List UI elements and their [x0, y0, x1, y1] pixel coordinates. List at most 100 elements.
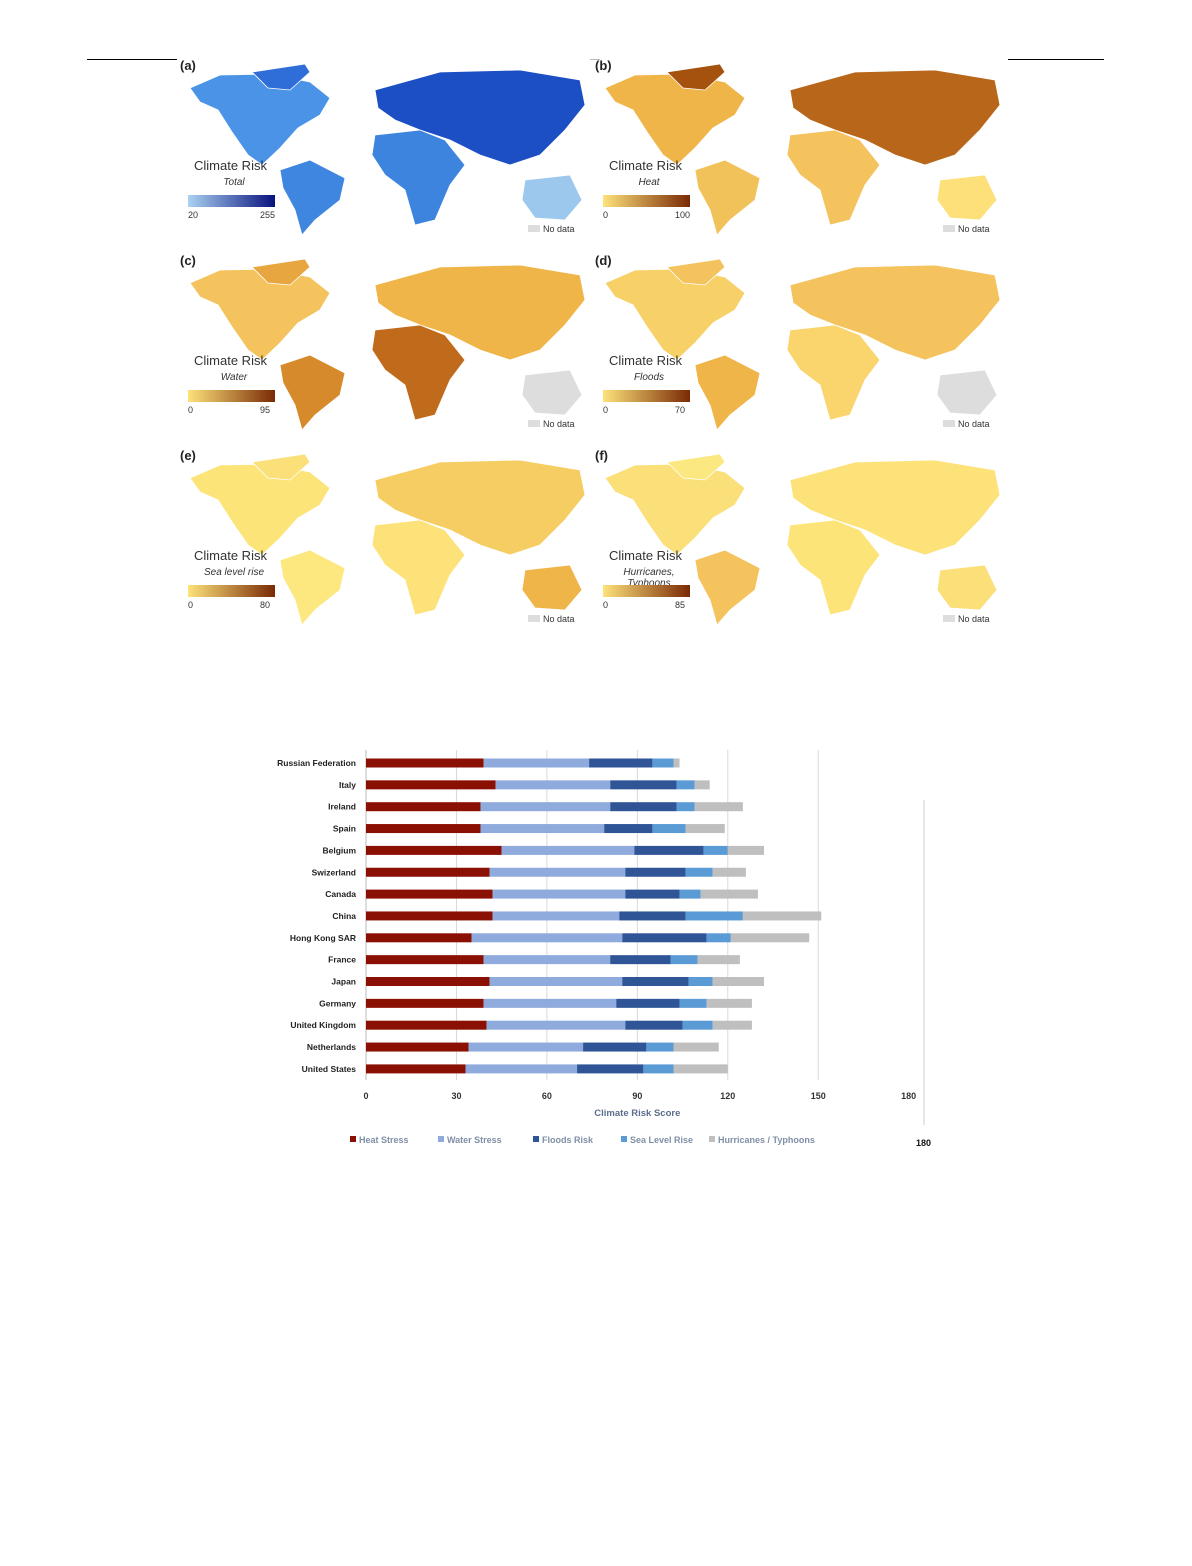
- bar-segment-water-stress: [483, 758, 590, 768]
- bar-segment-floods-risk: [625, 889, 680, 899]
- bar-segment-heat-stress: [366, 977, 490, 986]
- bar-segment-hurricanes-typhoons: [712, 867, 746, 877]
- legend-min: 0: [188, 600, 194, 610]
- category-label: Russian Federation: [277, 758, 356, 768]
- bar-segment-water-stress: [495, 780, 611, 790]
- panel-label: (f): [595, 448, 608, 463]
- world-map: [604, 258, 1001, 431]
- bar-segment-heat-stress: [366, 780, 496, 790]
- bar-segment-floods-risk: [577, 1064, 644, 1074]
- continent-region: [789, 69, 1001, 166]
- bar-segment-heat-stress: [366, 1042, 469, 1052]
- legend-title: Climate Risk: [194, 158, 267, 173]
- legend-title: Climate Risk: [194, 353, 267, 368]
- panel-label: (a): [180, 58, 196, 73]
- legend-max: 255: [260, 210, 276, 220]
- category-label: United Kingdom: [290, 1020, 356, 1030]
- panel-label: (c): [180, 253, 196, 268]
- bar-segment-floods-risk: [619, 911, 686, 921]
- bar-segment-hurricanes-typhoons: [706, 998, 752, 1008]
- legend-min: 0: [603, 405, 609, 415]
- bar-segment-water-stress: [465, 1064, 578, 1074]
- map-panel: (e) Climate Risk Sea level rise 0 80 No …: [180, 448, 590, 635]
- category-label: Ireland: [328, 802, 356, 812]
- category-label: Italy: [339, 780, 356, 790]
- no-data-label: No data: [543, 419, 575, 429]
- no-data-legend: No data: [943, 614, 990, 624]
- no-data-swatch: [528, 420, 540, 427]
- legend-min: 0: [603, 600, 609, 610]
- no-data-swatch: [528, 225, 540, 232]
- legend-label: Floods Risk: [542, 1135, 594, 1145]
- continent-region: [936, 564, 998, 611]
- continent-region: [789, 264, 1001, 361]
- category-label: Canada: [325, 889, 356, 899]
- legend-label: Sea Level Rise: [630, 1135, 693, 1145]
- legend-min: 0: [603, 210, 609, 220]
- bar-segment-hurricanes-typhoons: [673, 758, 680, 768]
- no-data-legend: No data: [943, 224, 990, 234]
- bar-segment-sea-level-rise: [676, 802, 695, 812]
- bar-segment-sea-level-rise: [703, 845, 728, 855]
- x-tick-label: 120: [720, 1091, 735, 1101]
- bar-segment-hurricanes-typhoons: [712, 977, 764, 986]
- continent-region: [521, 174, 583, 221]
- bar-segment-hurricanes-typhoons: [673, 1064, 728, 1074]
- legend-swatch: [621, 1136, 627, 1142]
- legend-max: 70: [675, 405, 686, 415]
- category-label: China: [332, 911, 356, 921]
- legend-subtitle: Water: [220, 372, 248, 383]
- bar-segment-hurricanes-typhoons: [697, 955, 740, 965]
- bar-segment-sea-level-rise: [679, 889, 701, 899]
- bar-segment-heat-stress: [366, 955, 484, 965]
- world-map: [604, 63, 1001, 236]
- map-panel: (d) Climate Risk Floods 0 70 No data: [595, 253, 1005, 440]
- continent-region: [666, 258, 726, 286]
- bar-segment-hurricanes-typhoons: [727, 845, 764, 855]
- panel-label: (b): [595, 58, 612, 73]
- bar-segment-sea-level-rise: [679, 998, 707, 1008]
- bar-segment-hurricanes-typhoons: [712, 1020, 752, 1030]
- legend-min: 0: [188, 405, 194, 415]
- bar-segment-water-stress: [501, 845, 635, 855]
- legend-title: Climate Risk: [609, 158, 682, 173]
- bar-segment-heat-stress: [366, 1064, 466, 1074]
- continent-region: [251, 258, 311, 286]
- continent-region: [189, 463, 331, 556]
- bar-segment-sea-level-rise: [685, 911, 743, 921]
- legend-label: Heat Stress: [359, 1135, 409, 1145]
- bar-segment-heat-stress: [366, 911, 493, 921]
- bar-segment-sea-level-rise: [706, 933, 731, 943]
- bar-segment-water-stress: [468, 1042, 584, 1052]
- header-rule-mid: [590, 59, 600, 60]
- continent-region: [251, 63, 311, 91]
- continent-region: [371, 519, 466, 616]
- legend-subtitle: Total: [223, 177, 245, 188]
- bar-segment-floods-risk: [616, 998, 680, 1008]
- no-data-legend: No data: [943, 419, 990, 429]
- legend-color-scale: [603, 195, 690, 207]
- bar-segment-sea-level-rise: [652, 758, 674, 768]
- bar-segment-floods-risk: [634, 845, 704, 855]
- continent-region: [694, 549, 761, 626]
- bar-segment-heat-stress: [366, 1020, 487, 1030]
- chart-svg: 0 30 60 90 120 150 180 Russian Federation Italy I…: [277, 750, 931, 1148]
- bar-segment-water-stress: [480, 802, 611, 812]
- continent-region: [786, 519, 881, 616]
- continent-region: [694, 159, 761, 236]
- legend-max: 100: [675, 210, 691, 220]
- bar-segment-heat-stress: [366, 998, 484, 1008]
- continent-region: [189, 73, 331, 166]
- bar-segment-floods-risk: [625, 1020, 683, 1030]
- bar-segment-hurricanes-typhoons: [742, 911, 822, 921]
- panel-label: (e): [180, 448, 196, 463]
- legend-swatch: [350, 1136, 356, 1142]
- continent-region: [666, 453, 726, 481]
- continent-region: [521, 564, 583, 611]
- bar-segment-hurricanes-typhoons: [694, 780, 710, 790]
- legend-swatch: [709, 1136, 715, 1142]
- bar-segment-hurricanes-typhoons: [685, 824, 725, 834]
- no-data-label: No data: [958, 419, 990, 429]
- legend-color-scale: [188, 390, 275, 402]
